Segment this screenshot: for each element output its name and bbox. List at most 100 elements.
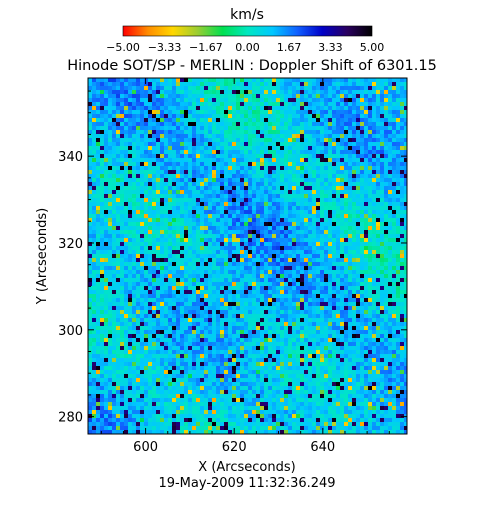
heatmap-cell: [300, 166, 304, 170]
heatmap-cell: [360, 230, 364, 234]
heatmap-cell: [304, 226, 308, 230]
heatmap-cell: [272, 286, 276, 290]
heatmap-cell: [196, 150, 200, 154]
heatmap-cell: [168, 162, 172, 166]
heatmap-cell: [204, 150, 208, 154]
heatmap-cell: [368, 142, 372, 146]
heatmap-cell: [172, 258, 176, 262]
heatmap-cell: [328, 242, 332, 246]
heatmap-cell: [104, 302, 108, 306]
heatmap-cell: [104, 242, 108, 246]
heatmap-cell: [120, 302, 124, 306]
heatmap-cell: [380, 310, 384, 314]
heatmap-cell: [352, 122, 356, 126]
heatmap-cell: [384, 194, 388, 198]
heatmap-cell: [96, 130, 100, 134]
heatmap-cell: [332, 82, 336, 86]
heatmap-cell: [160, 250, 164, 254]
heatmap-cell: [128, 158, 132, 162]
heatmap-cell: [108, 214, 112, 218]
heatmap-cell: [264, 98, 268, 102]
heatmap-cell: [292, 274, 296, 278]
heatmap-cell: [308, 78, 312, 82]
heatmap-cell: [108, 174, 112, 178]
heatmap-cell: [328, 102, 332, 106]
heatmap-cell: [396, 298, 400, 302]
heatmap-cell: [112, 262, 116, 266]
heatmap-cell: [156, 322, 160, 326]
heatmap-cell: [264, 314, 268, 318]
heatmap-cell: [104, 102, 108, 106]
heatmap-cell: [100, 134, 104, 138]
heatmap-cell: [272, 186, 276, 190]
heatmap-cell: [360, 294, 364, 298]
heatmap-cell: [188, 158, 192, 162]
heatmap-cell: [236, 322, 240, 326]
heatmap-cell: [108, 82, 112, 86]
heatmap-cell: [128, 254, 132, 258]
heatmap-cell: [156, 242, 160, 246]
heatmap-cell: [252, 150, 256, 154]
heatmap-cell: [104, 182, 108, 186]
heatmap-cell: [336, 118, 340, 122]
heatmap-cell: [200, 302, 204, 306]
heatmap-cell: [288, 322, 292, 326]
heatmap-cell: [192, 194, 196, 198]
heatmap-cell: [156, 282, 160, 286]
heatmap-cell: [376, 190, 380, 194]
heatmap-cell: [204, 162, 208, 166]
heatmap-cell: [124, 126, 128, 130]
heatmap-cell: [248, 318, 252, 322]
heatmap-cell: [316, 218, 320, 222]
heatmap-cell: [152, 174, 156, 178]
heatmap-cell: [384, 98, 388, 102]
heatmap-cell: [224, 258, 228, 262]
heatmap-cell: [296, 286, 300, 290]
heatmap-cell: [224, 242, 228, 246]
heatmap-cell: [240, 262, 244, 266]
heatmap-cell: [308, 94, 312, 98]
heatmap-cell: [156, 230, 160, 234]
heatmap-cell: [332, 110, 336, 114]
heatmap-cell: [224, 118, 228, 122]
heatmap-cell: [316, 322, 320, 326]
heatmap-cell: [312, 122, 316, 126]
heatmap-cell: [184, 234, 188, 238]
heatmap-cell: [120, 190, 124, 194]
heatmap-cell: [100, 182, 104, 186]
heatmap-cell: [388, 98, 392, 102]
heatmap-cell: [320, 110, 324, 114]
heatmap-cell: [256, 190, 260, 194]
heatmap-cell: [276, 182, 280, 186]
heatmap-cell: [280, 210, 284, 214]
heatmap-cell: [140, 194, 144, 198]
heatmap-cell: [172, 106, 176, 110]
heatmap-cell: [248, 210, 252, 214]
heatmap-cell: [168, 298, 172, 302]
heatmap-cell: [284, 250, 288, 254]
heatmap-cell: [404, 174, 407, 178]
heatmap-cell: [304, 142, 308, 146]
heatmap-cell: [168, 178, 172, 182]
heatmap-cell: [204, 238, 208, 242]
heatmap-cell: [220, 166, 224, 170]
heatmap-cell: [392, 182, 396, 186]
heatmap-cell: [144, 278, 148, 282]
heatmap-cell: [240, 130, 244, 134]
heatmap-cell: [352, 106, 356, 110]
heatmap-cell: [208, 174, 212, 178]
heatmap-cell: [124, 138, 128, 142]
heatmap-cell: [348, 78, 352, 82]
heatmap-cell: [308, 106, 312, 110]
heatmap-cell: [208, 238, 212, 242]
heatmap-cell: [192, 130, 196, 134]
heatmap-cell: [192, 258, 196, 262]
heatmap-cell: [324, 206, 328, 210]
heatmap-cell: [352, 278, 356, 282]
heatmap-cell: [140, 90, 144, 94]
heatmap-cell: [116, 246, 120, 250]
heatmap-cell: [148, 206, 152, 210]
heatmap-cell: [400, 162, 404, 166]
heatmap-cell: [292, 254, 296, 258]
heatmap-cell: [340, 250, 344, 254]
